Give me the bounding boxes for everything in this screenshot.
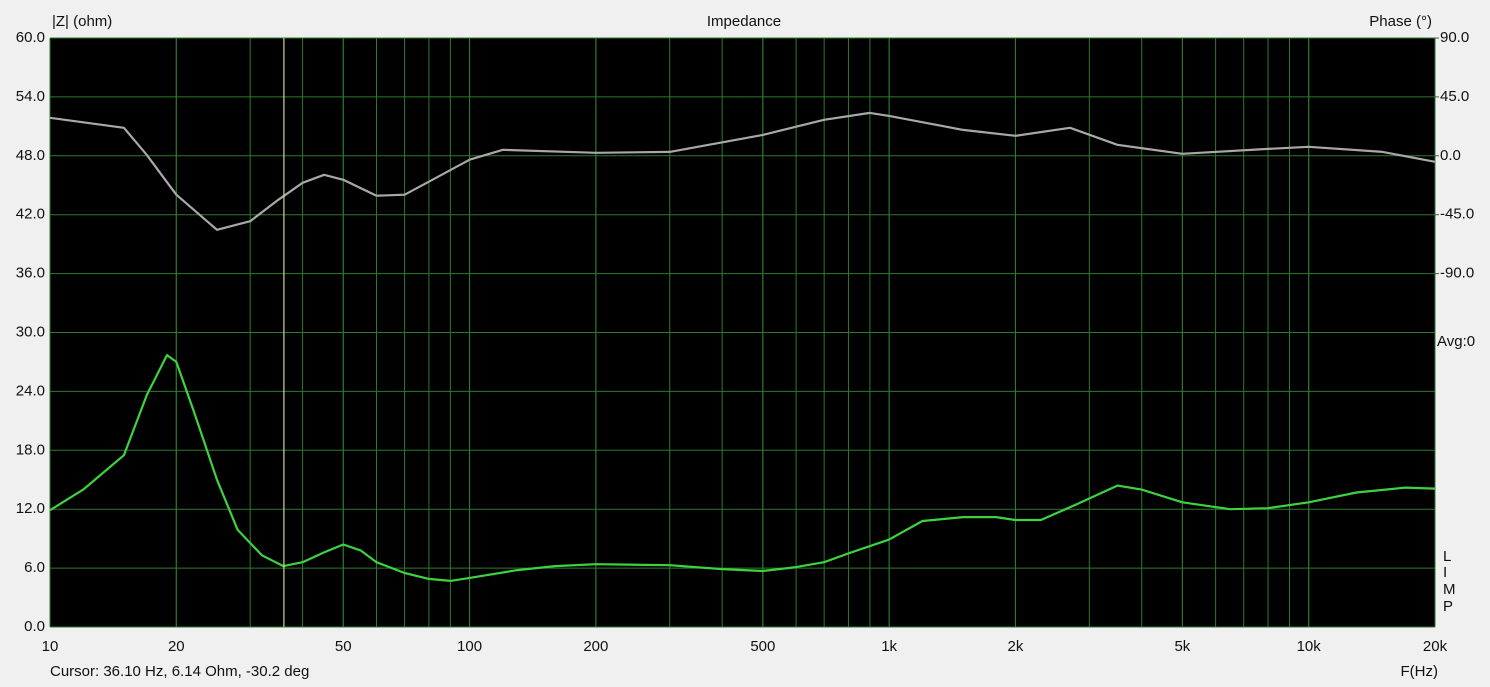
annotation: Avg:0 bbox=[1437, 333, 1475, 350]
y2-axis-label: Phase (°) bbox=[1369, 13, 1432, 30]
y-tick-label: 60.0 bbox=[16, 29, 45, 46]
y2-tick-label: 90.0 bbox=[1440, 29, 1469, 46]
series-line bbox=[49, 111, 1436, 231]
x-tick-label: 100 bbox=[457, 638, 482, 655]
y-tick-label: 24.0 bbox=[16, 382, 45, 399]
y-tick-label: 6.0 bbox=[24, 559, 45, 576]
cursor-readout: Cursor: 36.10 Hz, 6.14 Ohm, -30.2 deg bbox=[50, 663, 309, 680]
x-tick-label: 20k bbox=[1423, 638, 1448, 655]
x-tick-label: 50 bbox=[335, 638, 352, 655]
x-axis-label: F(Hz) bbox=[1401, 663, 1439, 680]
annotation: P bbox=[1443, 598, 1453, 615]
y-tick-label: 0.0 bbox=[24, 618, 45, 635]
x-tick-label: 20 bbox=[168, 638, 185, 655]
y-axis-label: |Z| (ohm) bbox=[52, 13, 112, 30]
x-tick-label: 1k bbox=[881, 638, 897, 655]
y-tick-label: 48.0 bbox=[16, 147, 45, 164]
y-tick-label: 18.0 bbox=[16, 441, 45, 458]
annotation: M bbox=[1443, 581, 1456, 598]
y2-tick-label: -90.0 bbox=[1440, 265, 1474, 282]
y2-tick-label: 0.0 bbox=[1440, 147, 1461, 164]
x-tick-label: 10 bbox=[42, 638, 59, 655]
annotation: I bbox=[1443, 564, 1447, 581]
x-tick-label: 2k bbox=[1008, 638, 1024, 655]
y-tick-label: 54.0 bbox=[16, 88, 45, 105]
y2-tick-label: 45.0 bbox=[1440, 88, 1469, 105]
y-tick-label: 12.0 bbox=[16, 500, 45, 517]
y2-tick-label: -45.0 bbox=[1440, 206, 1474, 223]
y-tick-label: 36.0 bbox=[16, 265, 45, 282]
y-tick-label: 30.0 bbox=[16, 323, 45, 340]
x-tick-label: 200 bbox=[583, 638, 608, 655]
x-tick-label: 10k bbox=[1297, 638, 1322, 655]
annotation: L bbox=[1443, 548, 1451, 565]
series-line bbox=[49, 354, 1436, 582]
x-tick-label: 500 bbox=[750, 638, 775, 655]
x-tick-label: 5k bbox=[1174, 638, 1190, 655]
chart-title: Impedance bbox=[707, 13, 781, 30]
y-tick-label: 42.0 bbox=[16, 206, 45, 223]
